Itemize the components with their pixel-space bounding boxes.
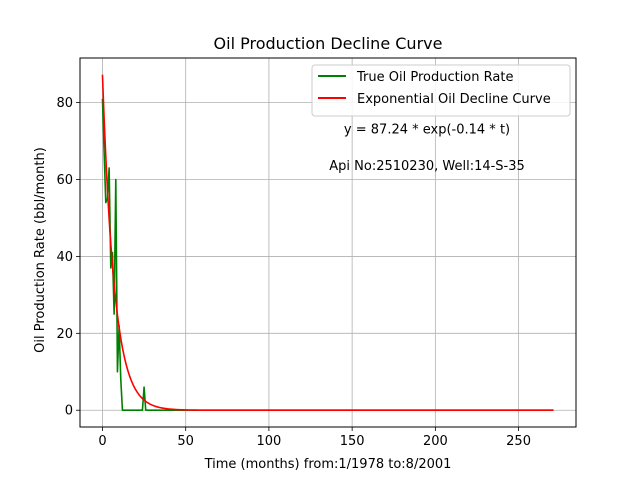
- series-layer: [101, 74, 554, 412]
- axis-ticks: 0 50 100 150 200 250 0 20 40 60 80: [56, 96, 531, 449]
- x-tick-label: 250: [506, 434, 531, 449]
- y-tick-label: 0: [65, 404, 73, 419]
- series-line-exponential-curve: [101, 74, 554, 412]
- x-tick-label: 100: [256, 434, 281, 449]
- y-tick-label: 60: [56, 173, 73, 188]
- y-tick-label: 20: [56, 327, 73, 342]
- annotation-1: Api No:2510230, Well:14-S-35: [329, 159, 525, 174]
- y-tick-label: 80: [56, 96, 73, 111]
- legend-label-exponential-curve: Exponential Oil Decline Curve: [357, 92, 551, 107]
- legend-label-true-rate: True Oil Production Rate: [356, 70, 513, 85]
- y-tick-label: 40: [56, 250, 73, 265]
- chart-title: Oil Production Decline Curve: [214, 34, 443, 53]
- annotations: y = 87.24 * exp(-0.14 * t) Api No:2510230…: [329, 122, 525, 174]
- plot-frame: [79, 57, 577, 428]
- x-tick-label: 50: [177, 434, 194, 449]
- annotation-0: y = 87.24 * exp(-0.14 * t): [344, 122, 510, 137]
- legend: True Oil Production Rate Exponential Oil…: [311, 64, 571, 117]
- x-tick-label: 200: [423, 434, 448, 449]
- x-tick-label: 0: [98, 434, 106, 449]
- x-tick-label: 150: [340, 434, 365, 449]
- legend-box: [311, 64, 571, 117]
- x-axis-label: Time (months) from:1/1978 to:8/2001: [204, 457, 452, 472]
- y-axis-label: Oil Production Rate (bbl/month): [33, 147, 48, 353]
